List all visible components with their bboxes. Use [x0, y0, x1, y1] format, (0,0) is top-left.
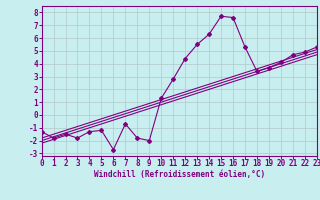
X-axis label: Windchill (Refroidissement éolien,°C): Windchill (Refroidissement éolien,°C)	[94, 170, 265, 179]
